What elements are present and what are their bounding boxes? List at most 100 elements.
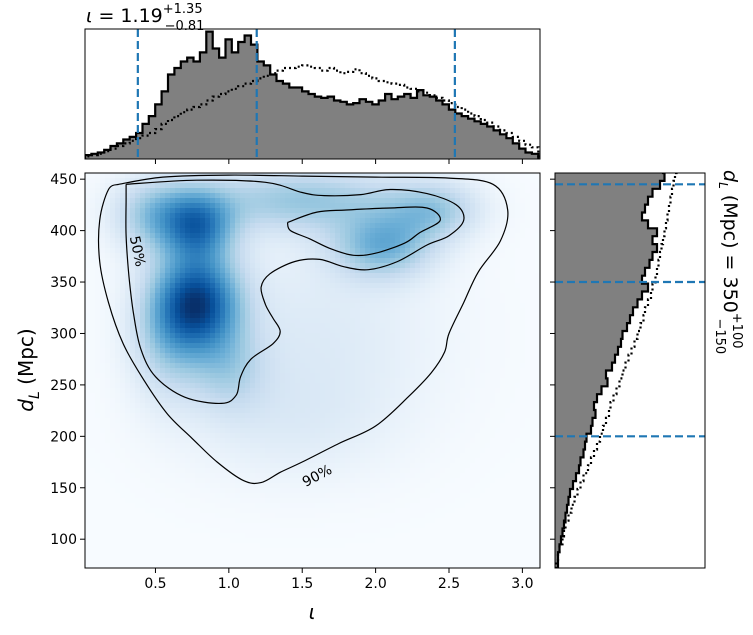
heatmap-cell [245,398,251,404]
heatmap-cell [350,558,356,564]
heatmap-cell [355,258,361,264]
heatmap-cell [280,313,286,319]
heatmap-cell [330,523,336,529]
heatmap-cell [150,523,156,529]
heatmap-cell [370,533,376,539]
heatmap-cell [300,383,306,389]
heatmap-cell [255,418,261,424]
heatmap-cell [140,468,146,474]
heatmap-cell [185,368,191,374]
heatmap-cell [210,383,216,389]
heatmap-cell [160,373,166,379]
heatmap-cell [230,553,236,559]
heatmap-cell [210,483,216,489]
heatmap-cell [350,198,356,204]
heatmap-cell [295,453,301,459]
heatmap-cell [320,493,326,499]
heatmap-cell [180,548,186,554]
heatmap-cell [90,228,96,234]
heatmap-cell [120,403,126,409]
heatmap-cell [365,483,371,489]
heatmap-cell [170,563,176,568]
heatmap-cell [250,408,256,414]
heatmap-cell [375,413,381,419]
heatmap-cell [155,308,161,314]
heatmap-cell [100,398,106,404]
heatmap-cell [250,253,256,259]
heatmap-cell [330,443,336,449]
heatmap-cell [370,228,376,234]
heatmap-cell [370,253,376,259]
heatmap-cell [205,383,211,389]
heatmap-cell [240,248,246,254]
heatmap-cell [115,428,121,434]
heatmap-cell [140,293,146,299]
heatmap-cell [360,553,366,559]
heatmap-cell [195,458,201,464]
heatmap-cell [290,238,296,244]
heatmap-cell [255,193,261,199]
heatmap-cell [140,348,146,354]
heatmap-cell [115,243,121,249]
heatmap-cell [235,338,241,344]
heatmap-cell [280,503,286,509]
heatmap-cell [245,208,251,214]
heatmap-cell [205,518,211,524]
heatmap-cell [330,303,336,309]
heatmap-cell [360,203,366,209]
heatmap-cell [175,528,181,534]
heatmap-cell [180,373,186,379]
heatmap-cell [290,383,296,389]
heatmap-cell [345,273,351,279]
heatmap-cell [230,253,236,259]
heatmap-cell [200,218,206,224]
heatmap-cell [260,388,266,394]
heatmap-cell [85,413,91,419]
heatmap-cell [190,418,196,424]
heatmap-cell [305,233,311,239]
heatmap-cell [360,183,366,189]
heatmap-cell [145,398,151,404]
heatmap-cell [365,563,371,568]
heatmap-cell [100,523,106,529]
heatmap-cell [235,563,241,568]
heatmap-cell [335,268,341,274]
heatmap-cell [255,223,261,229]
heatmap-cell [395,223,401,229]
heatmap-cell [205,218,211,224]
heatmap-cell [355,558,361,564]
heatmap-cell [255,468,261,474]
heatmap-cell [245,278,251,284]
heatmap-cell [350,553,356,559]
heatmap-cell [225,213,231,219]
heatmap-cell [380,193,386,199]
heatmap-cell [245,418,251,424]
heatmap-cell [385,523,391,529]
heatmap-cell [285,483,291,489]
heatmap-cell [235,328,241,334]
heatmap-cell [300,328,306,334]
heatmap-cell [365,363,371,369]
heatmap-cell [105,373,111,379]
heatmap-cell [250,213,256,219]
heatmap-cell [360,538,366,544]
heatmap-cell [220,478,226,484]
heatmap-cell [385,233,391,239]
heatmap-cell [205,223,211,229]
heatmap-cell [190,298,196,304]
heatmap-cell [300,448,306,454]
heatmap-cell [270,198,276,204]
heatmap-cell [260,208,266,214]
heatmap-cell [250,398,256,404]
heatmap-cell [250,463,256,469]
heatmap-cell [330,478,336,484]
heatmap-cell [100,533,106,539]
heatmap-cell [305,528,311,534]
heatmap-cell [235,298,241,304]
heatmap-cell [215,368,221,374]
heatmap-cell [95,523,101,529]
heatmap-cell [210,373,216,379]
heatmap-cell [125,333,131,339]
heatmap-cell [290,483,296,489]
heatmap-cell [395,348,401,354]
